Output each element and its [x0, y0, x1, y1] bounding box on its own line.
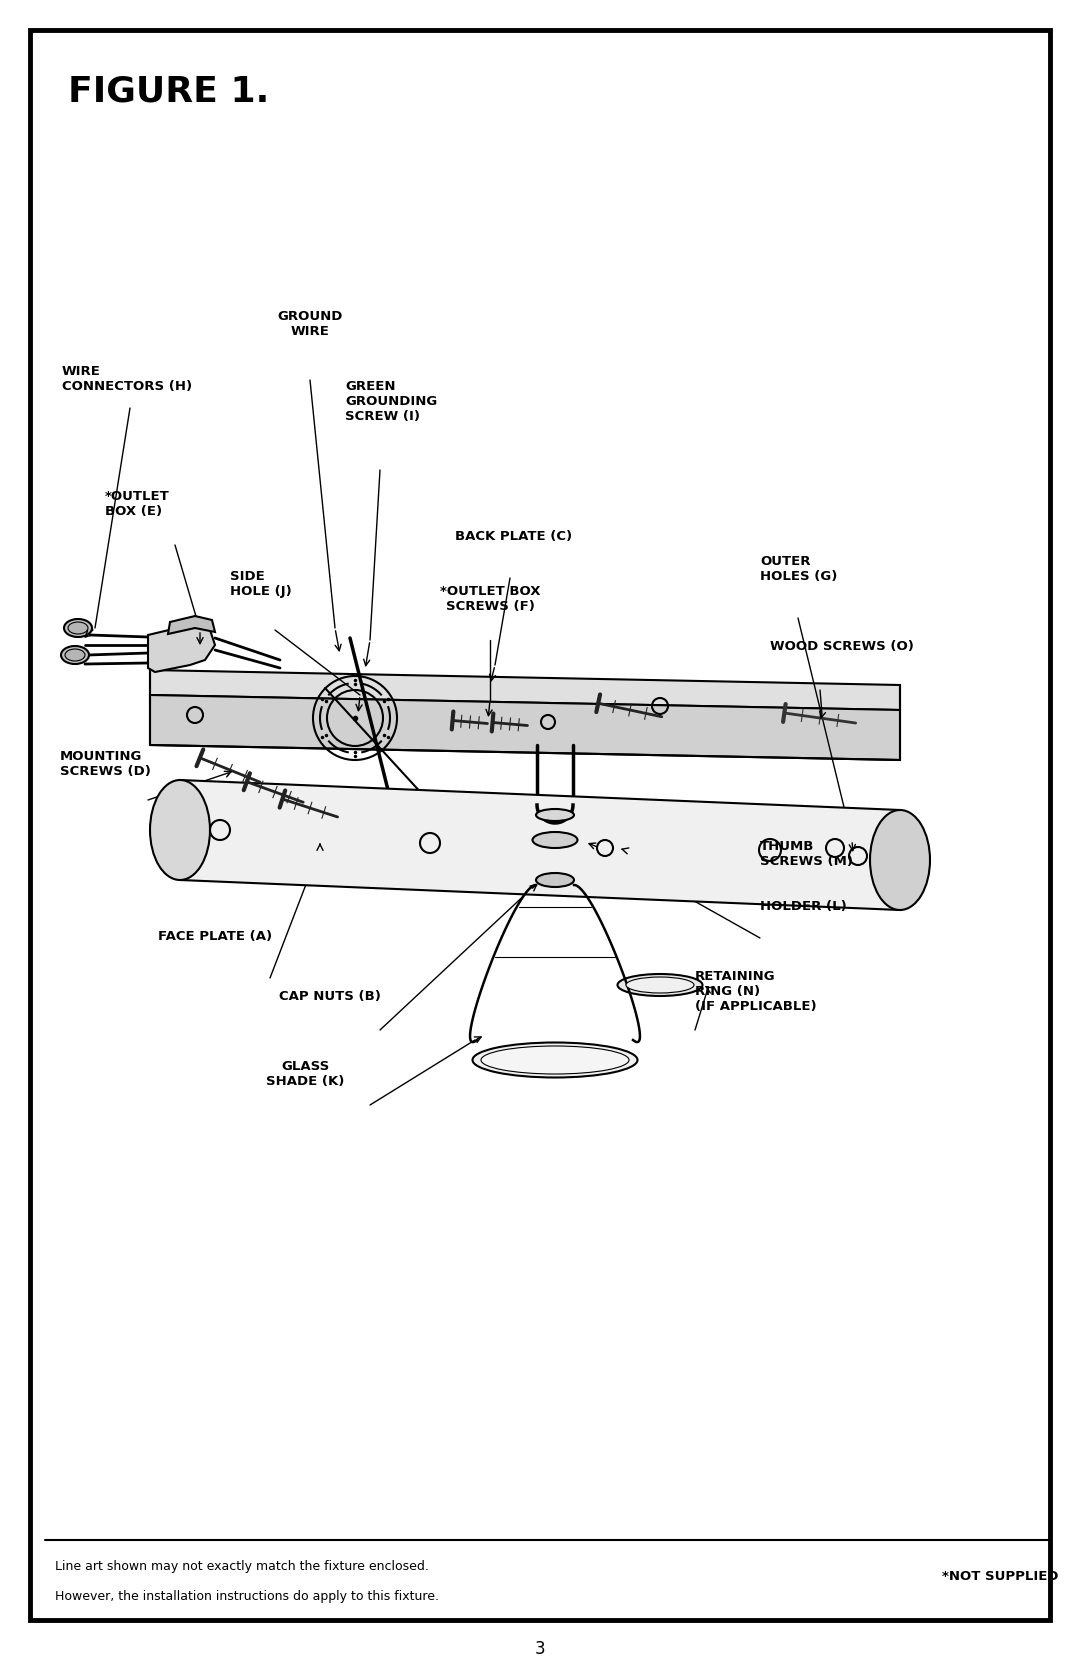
Ellipse shape	[618, 975, 702, 996]
Text: CAP NUTS (B): CAP NUTS (B)	[279, 990, 381, 1003]
Ellipse shape	[473, 1043, 637, 1078]
Text: GLASS
SHADE (K): GLASS SHADE (K)	[266, 1060, 345, 1088]
Polygon shape	[168, 616, 215, 634]
Text: WOOD SCREWS (O): WOOD SCREWS (O)	[770, 639, 914, 653]
Ellipse shape	[532, 833, 578, 848]
Polygon shape	[150, 669, 900, 709]
Text: FACE PLATE (A): FACE PLATE (A)	[158, 930, 272, 943]
Ellipse shape	[65, 649, 85, 661]
Text: *NOT SUPPLIED: *NOT SUPPLIED	[942, 1571, 1058, 1582]
Text: SIDE
HOLE (J): SIDE HOLE (J)	[230, 571, 292, 598]
Text: However, the installation instructions do apply to this fixture.: However, the installation instructions d…	[55, 1591, 438, 1602]
Text: BACK PLATE (C): BACK PLATE (C)	[455, 531, 572, 542]
Text: GREEN
GROUNDING
SCREW (I): GREEN GROUNDING SCREW (I)	[345, 381, 437, 422]
Polygon shape	[180, 779, 900, 910]
Text: *OUTLET
BOX (E): *OUTLET BOX (E)	[105, 491, 170, 517]
Text: THUMB
SCREWS (M): THUMB SCREWS (M)	[760, 840, 853, 868]
Text: WIRE
CONNECTORS (H): WIRE CONNECTORS (H)	[62, 366, 192, 392]
Ellipse shape	[150, 779, 210, 880]
Ellipse shape	[481, 1046, 629, 1073]
Text: *OUTLET BOX
SCREWS (F): *OUTLET BOX SCREWS (F)	[440, 586, 540, 613]
Polygon shape	[148, 624, 215, 673]
Polygon shape	[150, 694, 900, 759]
Ellipse shape	[870, 809, 930, 910]
Text: MOUNTING
SCREWS (D): MOUNTING SCREWS (D)	[60, 749, 151, 778]
Text: RETAINING
RING (N)
(IF APPLICABLE): RETAINING RING (N) (IF APPLICABLE)	[696, 970, 816, 1013]
FancyBboxPatch shape	[30, 30, 1050, 1621]
Ellipse shape	[536, 809, 573, 821]
Text: Line art shown may not exactly match the fixture enclosed.: Line art shown may not exactly match the…	[55, 1561, 429, 1572]
Text: 3: 3	[535, 1641, 545, 1657]
Text: FIGURE 1.: FIGURE 1.	[68, 75, 269, 108]
Ellipse shape	[626, 976, 694, 993]
Ellipse shape	[68, 623, 87, 634]
Text: OUTER
HOLES (G): OUTER HOLES (G)	[760, 556, 837, 582]
Text: HOLDER (L): HOLDER (L)	[760, 900, 847, 913]
Ellipse shape	[536, 873, 573, 886]
Ellipse shape	[64, 619, 92, 638]
Text: GROUND
WIRE: GROUND WIRE	[278, 310, 342, 339]
Ellipse shape	[60, 646, 89, 664]
